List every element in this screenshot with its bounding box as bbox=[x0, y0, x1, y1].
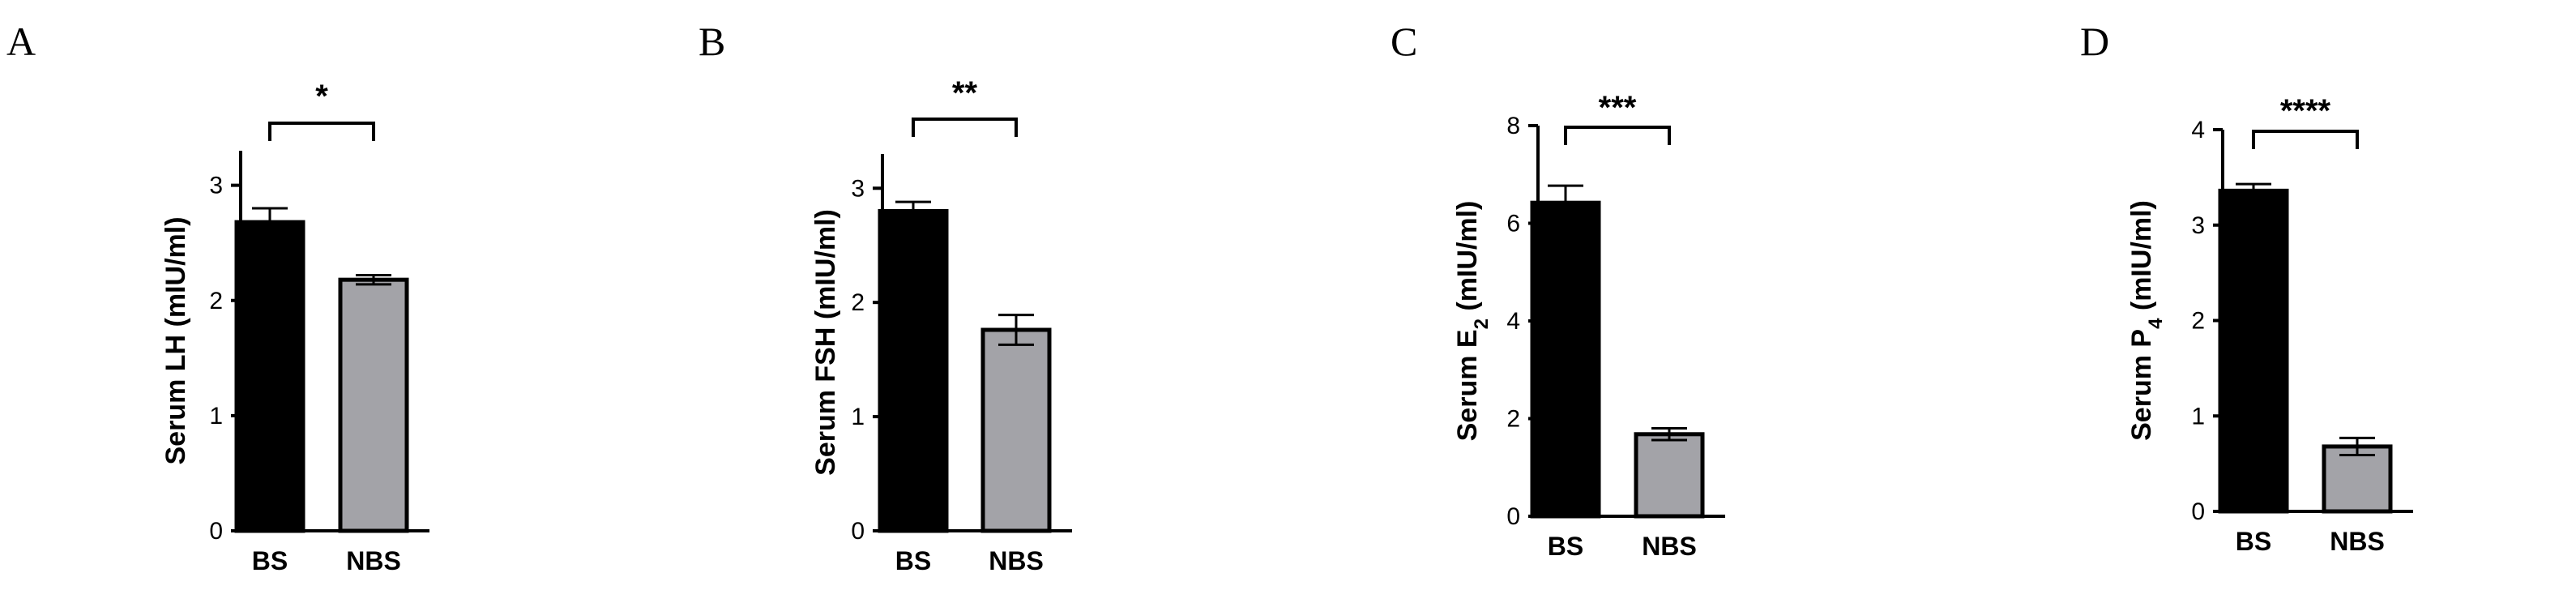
y-tick-label: 6 bbox=[1506, 211, 1520, 237]
panel-d: D 0 1 2 3 4 Serum P4 (mIU/ml) BS NBS **** bbox=[2080, 19, 2413, 556]
x-tick-label-bs: BS bbox=[1548, 532, 1583, 561]
panel-b: B 0 1 2 3 Serum FSH (mIU/ml) BS NBS ** bbox=[698, 19, 1072, 575]
significance-label: **** bbox=[2280, 93, 2331, 129]
y-tick-label: 0 bbox=[2191, 498, 2205, 525]
y-axis-label: Serum E2 (mIU/ml) bbox=[1452, 201, 1493, 442]
x-tick-label-nbs: NBS bbox=[346, 546, 401, 575]
y-tick-label: 1 bbox=[2191, 403, 2205, 430]
significance-bracket bbox=[1564, 126, 1671, 145]
x-tick-label-bs: BS bbox=[895, 546, 931, 575]
significance-label: *** bbox=[1599, 90, 1637, 126]
bar-nbs bbox=[2322, 444, 2393, 514]
y-axis-label: Serum P4 (mIU/ml) bbox=[2126, 200, 2167, 441]
bar-nbs bbox=[1634, 432, 1705, 519]
y-tick-label: 0 bbox=[851, 518, 865, 545]
y-tick-label: 4 bbox=[2191, 117, 2205, 143]
y-axis-label: Serum LH (mIU/ml) bbox=[160, 216, 191, 464]
significance-bracket bbox=[912, 118, 1018, 137]
y-tick-label: 3 bbox=[851, 175, 865, 202]
significance-bracket bbox=[2252, 130, 2359, 149]
y-tick-label: 0 bbox=[1506, 503, 1520, 530]
significance-label: * bbox=[315, 79, 328, 114]
x-tick-label-nbs: NBS bbox=[1642, 532, 1697, 561]
bar-bs bbox=[1530, 200, 1601, 519]
panel-letter: A bbox=[6, 19, 36, 64]
y-tick-label: 4 bbox=[1506, 308, 1520, 335]
x-tick-label-nbs: NBS bbox=[2330, 527, 2385, 556]
y-tick-label: 8 bbox=[1506, 113, 1520, 139]
y-tick-label: 2 bbox=[1506, 406, 1520, 433]
bar-nbs bbox=[338, 277, 409, 533]
y-tick-label: 3 bbox=[2191, 212, 2205, 239]
significance-bracket bbox=[268, 122, 375, 141]
significance-label: ** bbox=[952, 75, 978, 111]
y-tick-label: 2 bbox=[2191, 308, 2205, 335]
y-axis-label: Serum FSH (mIU/ml) bbox=[810, 209, 841, 476]
bar-nbs bbox=[980, 327, 1052, 533]
panel-letter: D bbox=[2080, 19, 2109, 64]
panel-letter: C bbox=[1391, 19, 1417, 64]
bar-bs bbox=[234, 220, 305, 533]
y-tick-label: 3 bbox=[209, 173, 223, 199]
x-tick-label-bs: BS bbox=[252, 546, 288, 575]
x-tick-label-nbs: NBS bbox=[989, 546, 1044, 575]
bar-bs bbox=[2218, 188, 2289, 514]
y-tick-label: 0 bbox=[209, 518, 223, 545]
y-tick-label: 2 bbox=[851, 289, 865, 316]
panel-letter: B bbox=[698, 19, 725, 64]
x-tick-label-bs: BS bbox=[2236, 527, 2271, 556]
panel-c: C 0 2 4 6 8 Serum E2 (mIU/ml) BS NBS *** bbox=[1391, 19, 1725, 561]
y-tick-label: 1 bbox=[209, 403, 223, 430]
y-tick-label: 1 bbox=[851, 404, 865, 430]
bar-bs bbox=[878, 208, 949, 533]
y-tick-label: 2 bbox=[209, 288, 223, 314]
panel-a: A 0 1 2 3 Serum LH (mIU/ml) BS NBS * bbox=[6, 19, 429, 575]
